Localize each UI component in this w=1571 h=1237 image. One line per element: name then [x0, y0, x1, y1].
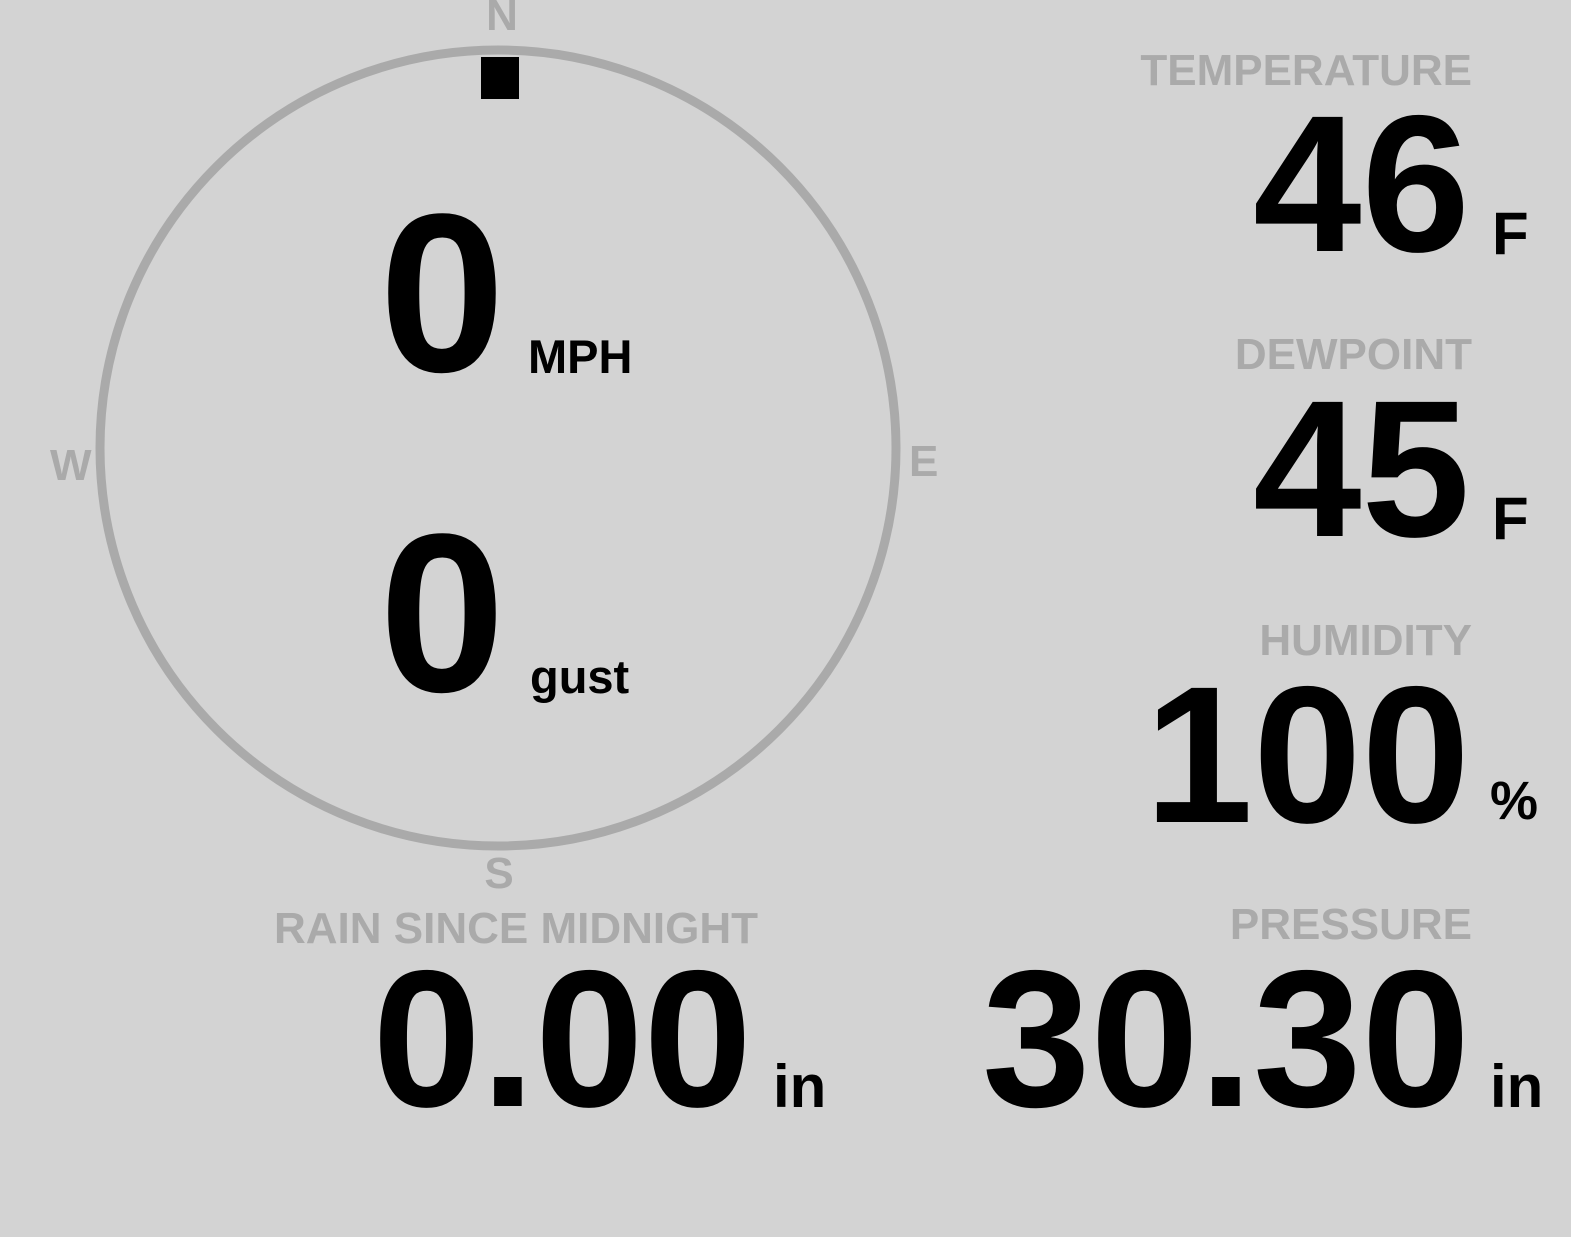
- wind-speed-value: 0: [379, 166, 505, 419]
- compass-east: E: [909, 437, 939, 486]
- wind-gust-value: 0: [379, 486, 505, 739]
- rain-value: 0.00: [372, 930, 752, 1148]
- pressure-value: 30.30: [982, 930, 1470, 1148]
- pressure-unit: in: [1490, 1053, 1544, 1120]
- temperature-value: 46: [1253, 75, 1470, 293]
- compass-west: W: [50, 441, 92, 490]
- wind-speed-unit: MPH: [528, 330, 633, 383]
- dewpoint-label: DEWPOINT: [1234, 330, 1472, 379]
- compass-south: S: [484, 849, 514, 898]
- dewpoint-value: 45: [1253, 360, 1470, 578]
- humidity-label: HUMIDITY: [1259, 616, 1472, 665]
- compass-ring: [95, 45, 901, 851]
- temperature-unit: F: [1492, 200, 1529, 267]
- humidity-value: 100: [1144, 646, 1470, 864]
- rain-label: RAIN SINCE MIDNIGHT: [274, 904, 758, 953]
- wind-direction-needle: [481, 57, 519, 99]
- temperature-label: TEMPERATURE: [1140, 46, 1472, 95]
- compass-north: N: [486, 0, 518, 40]
- rain-unit: in: [773, 1053, 827, 1120]
- wind-gust-unit: gust: [530, 650, 630, 703]
- pressure-label: PRESSURE: [1229, 900, 1472, 949]
- humidity-unit: %: [1490, 771, 1539, 831]
- dewpoint-unit: F: [1492, 485, 1529, 552]
